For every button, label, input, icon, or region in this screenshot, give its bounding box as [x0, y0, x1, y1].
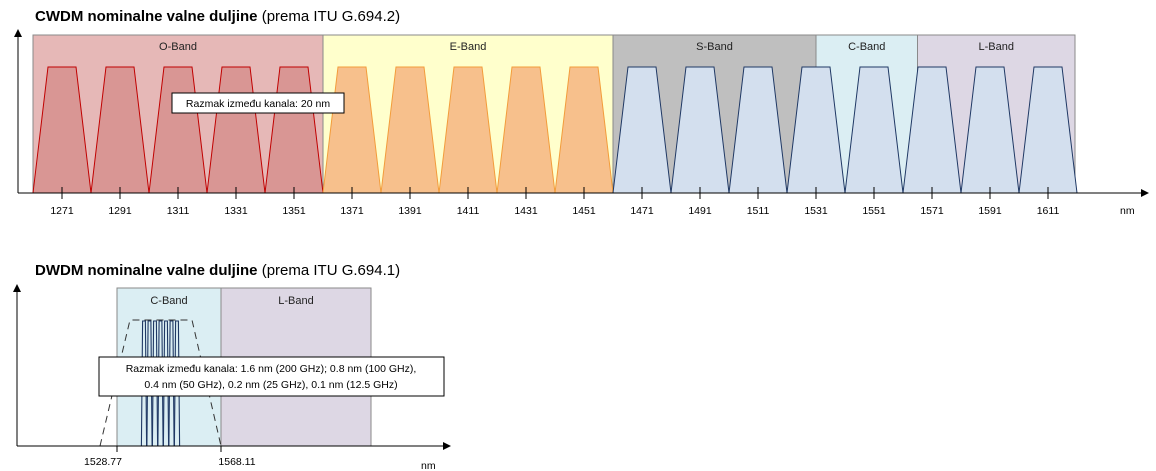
cwdm-ticks: 1271 1291 1311 1331 1351 1371 1391 1411 1431 1451…: [50, 187, 1059, 217]
cwdm-tick-label-1531: 1531: [804, 205, 828, 217]
cwdm-tick-label-1311: 1311: [167, 205, 190, 217]
cwdm-spacing-box: [171, 92, 345, 114]
cwdm-unit-label: nm: [1120, 205, 1135, 217]
dwdm-tick-label-2: 1568.11: [218, 456, 255, 468]
cwdm-tick-label-1351: 1351: [282, 205, 306, 217]
cwdm-tick-label-1411: 1411: [457, 205, 480, 217]
cwdm-band-label-l-band: L-Band: [979, 41, 1014, 53]
dwdm-title-bold: DWDM nominalne valne duljine: [35, 262, 258, 279]
cwdm-tick-label-1331: 1331: [224, 205, 248, 217]
dwdm-band-l-label: L-Band: [278, 295, 313, 307]
cwdm-tick-label-1291: 1291: [108, 205, 132, 217]
cwdm-tick-label-1511: 1511: [747, 205, 770, 217]
dwdm-spacing-line-2: 0.4 nm (50 GHz), 0.2 nm (25 GHz), 0.1 nm…: [144, 379, 397, 391]
cwdm-spacing-callout: Razmak između kanala: 20 nm: [171, 92, 345, 114]
dwdm-spacing-callout: Razmak između kanala: 1.6 nm (200 GHz); …: [98, 356, 445, 397]
cwdm-band-label-e-band: E-Band: [450, 41, 487, 53]
dwdm-spacing-line-1: Razmak između kanala: 1.6 nm (200 GHz); …: [126, 363, 417, 375]
cwdm-band-label-s-band: S-Band: [696, 41, 733, 53]
cwdm-title-normal: (prema ITU G.694.2): [258, 8, 401, 25]
cwdm-spacing-label: Razmak između kanala: 20 nm: [186, 98, 330, 110]
cwdm-tick-label-1431: 1431: [514, 205, 538, 217]
cwdm-tick-label-1551: 1551: [862, 205, 886, 217]
cwdm-tick-label-1591: 1591: [978, 205, 1002, 217]
cwdm-tick-label-1391: 1391: [398, 205, 422, 217]
cwdm-tick-label-1491: 1491: [688, 205, 712, 217]
dwdm-band-c-label: C-Band: [150, 295, 187, 307]
cwdm-section: CWDM nominalne valne duljine (prema ITU …: [14, 8, 1149, 217]
dwdm-unit-label: nm: [421, 460, 436, 471]
dwdm-spacing-box: [98, 356, 445, 397]
cwdm-tick-label-1471: 1471: [630, 205, 654, 217]
cwdm-title: CWDM nominalne valne duljine (prema ITU …: [35, 8, 400, 25]
cwdm-band-label-o-band: O-Band: [159, 41, 197, 53]
cwdm-tick-label-1371: 1371: [340, 205, 364, 217]
cwdm-title-bold: CWDM nominalne valne duljine: [35, 8, 258, 25]
cwdm-band-label-c-band: C-Band: [848, 41, 885, 53]
dwdm-tick-label-1: 1528.77: [84, 456, 122, 468]
cwdm-tick-label-1571: 1571: [920, 205, 944, 217]
cwdm-tick-label-1611: 1611: [1037, 205, 1060, 217]
dwdm-section: DWDM nominalne valne duljine (prema ITU …: [13, 262, 451, 471]
cwdm-tick-label-1451: 1451: [572, 205, 596, 217]
dwdm-title-normal: (prema ITU G.694.1): [258, 262, 401, 279]
dwdm-title: DWDM nominalne valne duljine (prema ITU …: [35, 262, 400, 279]
cwdm-tick-label-1271: 1271: [50, 205, 74, 217]
